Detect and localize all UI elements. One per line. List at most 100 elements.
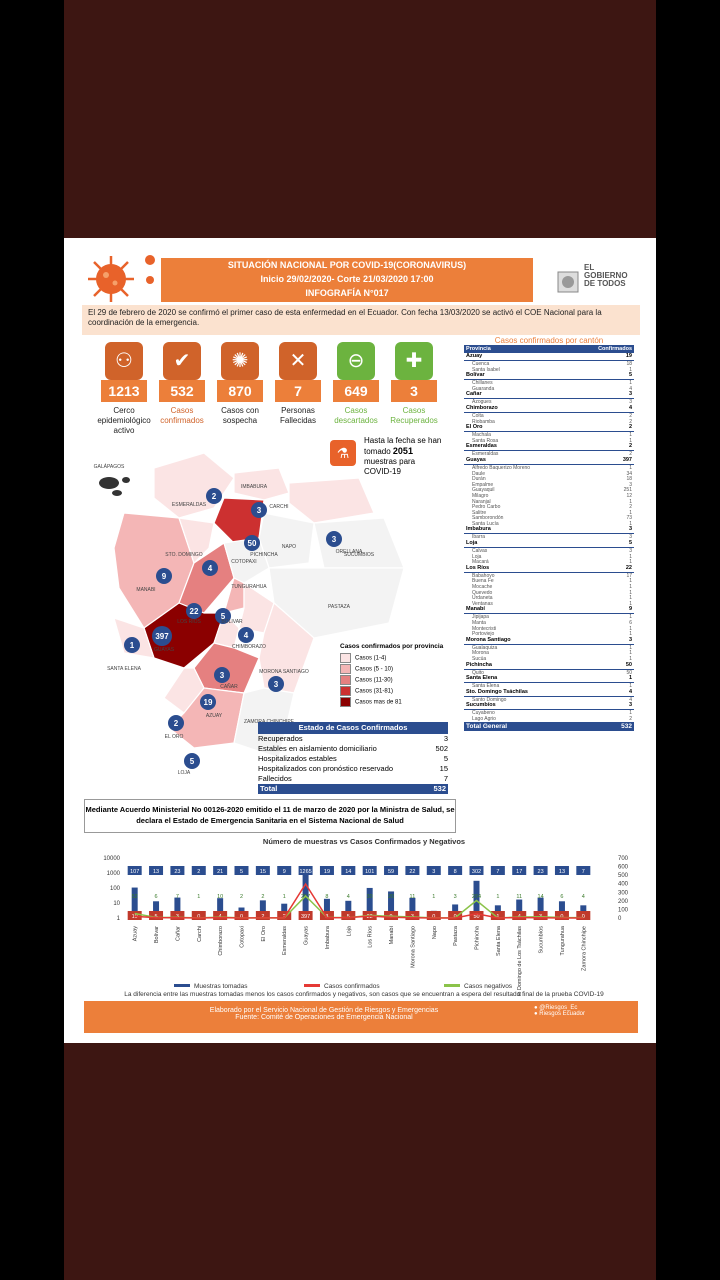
canton-row: Calvas 3 — [464, 548, 634, 554]
canton-name: Babahoyo — [472, 572, 495, 579]
province-row: Pichincha 50 — [464, 662, 634, 670]
estado-value: 15 — [439, 764, 448, 773]
muestras-label-box — [554, 866, 569, 875]
chart-legend-swatch — [304, 984, 320, 987]
canton-value: 1 — [629, 650, 632, 657]
map-label: COTOPAXI — [231, 559, 256, 565]
chart-legend-swatch — [174, 984, 190, 987]
negativos-label: 1 — [496, 894, 499, 900]
estado-row: Fallecidos 7 — [258, 774, 448, 784]
canton-row: Azogues 3 — [464, 399, 634, 406]
confirmados-line — [134, 882, 584, 919]
category-label: Napo — [432, 926, 438, 939]
map-pin-label: 5 — [221, 612, 226, 621]
header-banner: SITUACIÓN NACIONAL POR COVID-19(CORONAVI… — [161, 258, 533, 302]
canton-name: Quevedo — [472, 589, 493, 596]
map-label: TUNGURAHUA — [231, 584, 267, 590]
kpi-value: 3 — [391, 380, 437, 402]
confirmados-label-box — [277, 911, 292, 920]
canton-name: Cuenca — [472, 361, 490, 367]
canton-name: Manta — [472, 620, 486, 626]
kpi-label: Casos con sospecha — [221, 406, 259, 425]
canton-name: Buena Fe — [472, 578, 494, 585]
legend-swatch — [340, 675, 351, 685]
province-row: El Oro 2 — [464, 424, 634, 433]
legend-item: Casos (31-81) — [340, 686, 460, 697]
canton-name: Pedro Carbo — [472, 504, 501, 511]
canton-name: Guaranda — [472, 385, 495, 392]
map-pin — [214, 667, 230, 683]
header-dates: Inicio 29/02/2020- Corte 21/03/2020 17:0… — [260, 274, 434, 284]
canton-value: 4 — [629, 385, 632, 392]
confirmados-label-box — [234, 911, 249, 920]
canton-value: 1 — [629, 509, 632, 516]
confirmados-label: 397 — [301, 914, 310, 920]
map-pin — [200, 694, 216, 710]
estado-value: 3 — [443, 734, 448, 743]
category-label: Santa Elena — [496, 925, 502, 956]
canton-name: Azogues — [472, 399, 492, 406]
muestras-label: 7 — [582, 869, 585, 875]
canton-row: Manta 6 — [464, 620, 634, 626]
muestras-label-box — [362, 866, 377, 875]
province-name: Chimborazo — [466, 404, 498, 411]
canton-name: Alfredo Baquerizo Moreno — [472, 464, 531, 471]
chart-legend-label: Casos confirmados — [324, 983, 380, 990]
province-label: MORONA SANTIAGO — [259, 669, 309, 675]
province-name: Cañar — [466, 391, 482, 398]
confirmados-label-box — [490, 911, 505, 920]
map-legend: Casos confirmados por provincia Casos (1… — [340, 643, 460, 708]
province-label: STO. DOMINGO — [165, 552, 203, 558]
twitter-icon: ● — [534, 1005, 538, 1011]
muestras-label: 9 — [283, 869, 286, 875]
muestras-label: 23 — [174, 869, 180, 875]
canton-total-value: 532 — [621, 722, 632, 730]
category-label: Cotopaxi — [240, 926, 246, 948]
muestras-label: 17 — [516, 869, 522, 875]
confirmados-label-box — [405, 911, 420, 920]
canton-name: Salitre — [472, 509, 487, 516]
canton-row: Machala 1 — [464, 432, 634, 438]
province-value: 397 — [622, 456, 632, 463]
category-label: Zamora Chinchipe — [581, 926, 587, 971]
negativos-label: 1 — [197, 894, 200, 900]
header-number: INFOGRAFÍA N°017 — [305, 288, 389, 298]
province-value: 22 — [625, 564, 632, 571]
category-label: Carchi — [197, 926, 203, 942]
canton-value: 1 — [629, 520, 632, 527]
virus-icon — [88, 256, 134, 302]
estado-row: Hospitalizados con pronóstico reservado 1… — [258, 764, 448, 774]
map-pin-label: 397 — [155, 632, 169, 641]
check-icon: ✔ — [163, 342, 201, 380]
province-row: Azuay 19 — [464, 353, 634, 361]
canton-row: Cuenca 18 — [464, 361, 634, 367]
canton-name: Sucúa — [472, 655, 487, 662]
kpi-label: Cerco epidemiológico activo — [97, 406, 151, 435]
province-name: Pichincha — [466, 661, 492, 668]
confirmados-label: 2 — [261, 914, 264, 920]
map-pin-label: 4 — [244, 631, 249, 640]
legend-swatch — [340, 697, 351, 707]
acuerdo-notice: Mediante Acuerdo Ministerial No 00126-20… — [84, 799, 456, 833]
negativos-label: 14 — [538, 894, 544, 900]
canton-value: 1 — [629, 578, 632, 585]
y-left-tick: 10 — [113, 901, 120, 907]
canton-name: Santa Rosa — [472, 437, 499, 444]
negativos-label: 6 — [560, 894, 563, 900]
social-twitter[interactable]: @Riesgos_Ec — [539, 1005, 578, 1011]
muestras-label-box — [448, 866, 463, 875]
map-pin-label: 2 — [212, 492, 217, 501]
estado-label: Hospitalizados estables — [258, 754, 337, 763]
muestras-label: 14 — [345, 869, 351, 875]
map-pin — [168, 715, 184, 731]
legend-title: Casos confirmados por provincia — [340, 643, 444, 650]
social-facebook[interactable]: Riesgos Ecuador — [539, 1011, 585, 1017]
canton-value: 1 — [629, 366, 632, 373]
confirmados-label-box — [341, 911, 356, 920]
legend-label: Casos (31-81) — [355, 688, 394, 695]
map-label: IMBABURA — [241, 484, 268, 490]
category-label: El Oro — [261, 926, 267, 942]
estado-label: Fallecidos — [258, 774, 292, 783]
province-row: Manabí 9 — [464, 606, 634, 615]
canton-value: 12 — [626, 492, 632, 499]
